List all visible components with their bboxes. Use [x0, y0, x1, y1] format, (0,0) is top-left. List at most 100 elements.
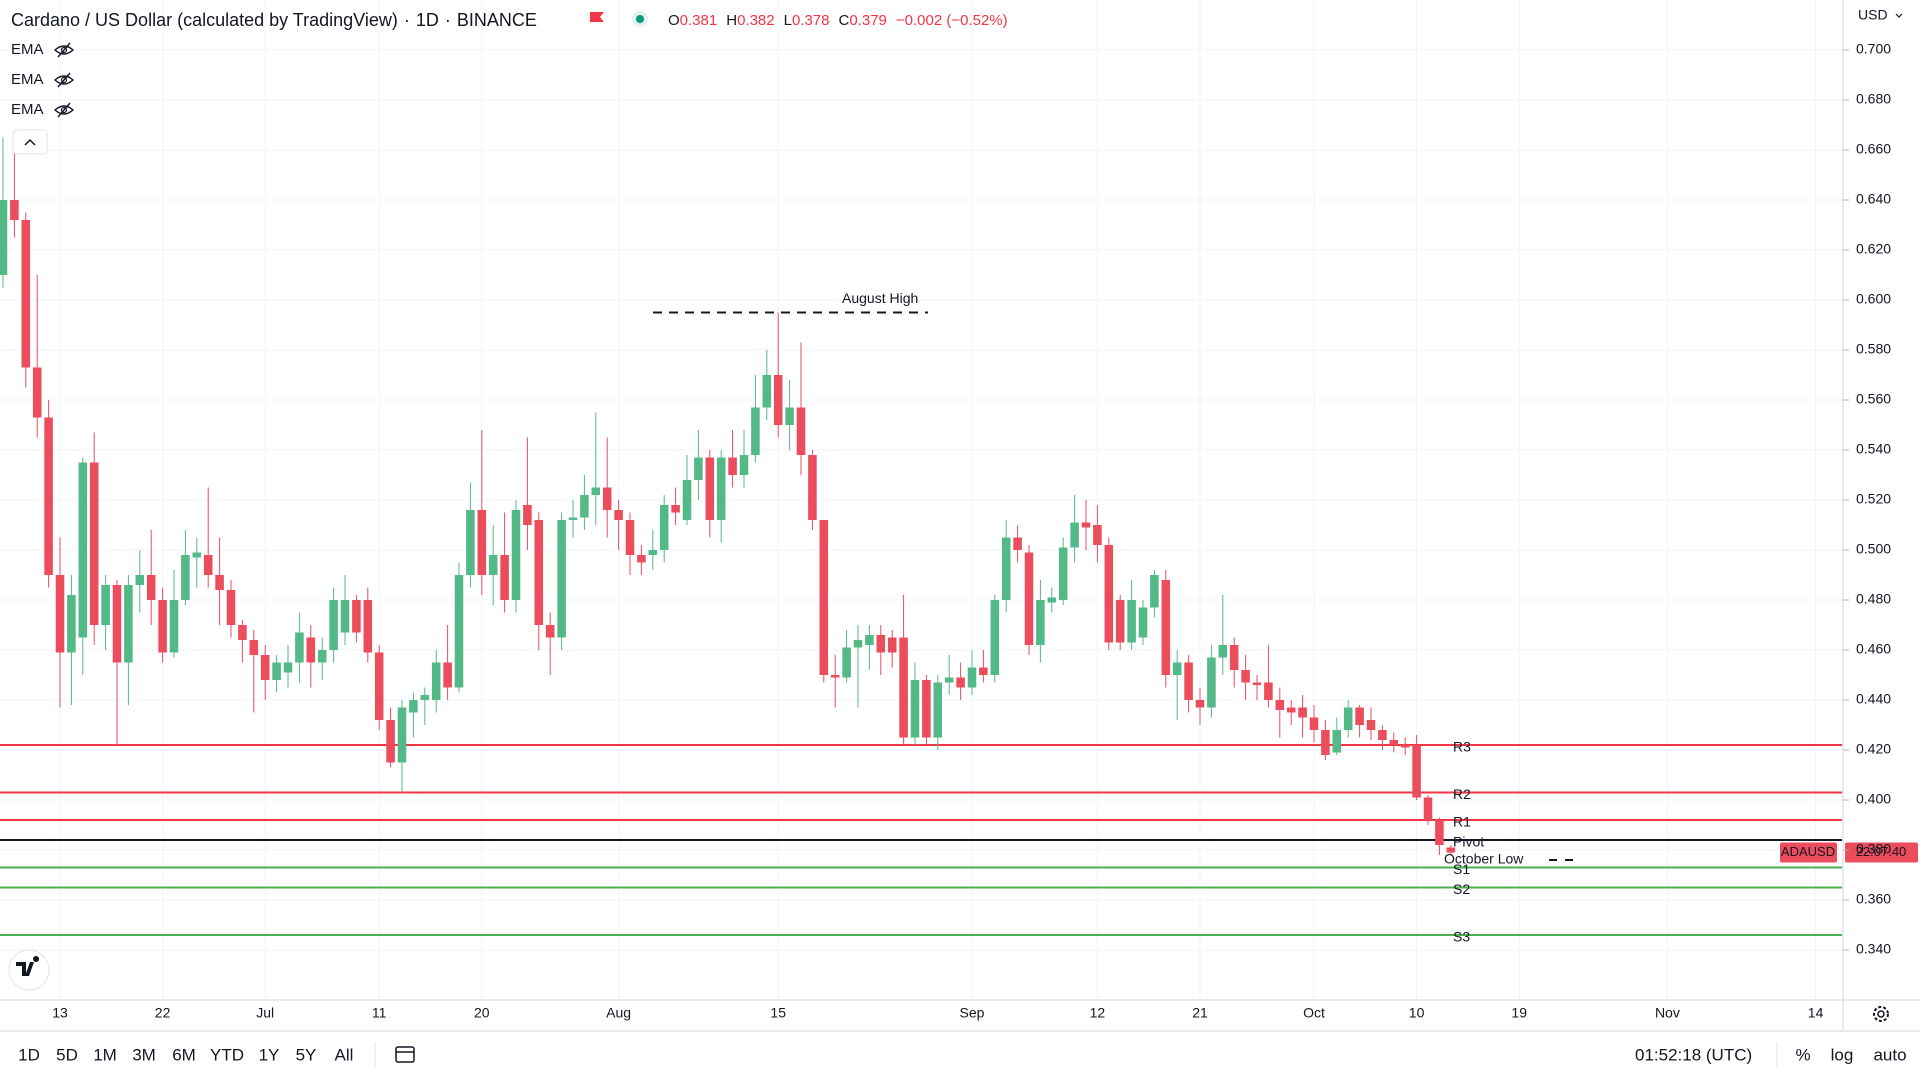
candle-body [796, 407, 806, 455]
flag-icon[interactable] [590, 12, 604, 22]
candle-body [352, 600, 361, 633]
candle-body [979, 667, 988, 675]
candle-body [1104, 545, 1114, 643]
level-label: S3 [1453, 929, 1470, 945]
candle-body [500, 555, 509, 600]
candle-body [1081, 522, 1091, 528]
candle-body [887, 637, 897, 653]
hide-icon[interactable] [53, 102, 75, 118]
indicator-name[interactable]: EMA [11, 41, 44, 58]
pivot-levels: R3 R2 R1 Pivot S1 S2 S3 [0, 739, 1842, 945]
candle-body [876, 635, 886, 653]
range-button[interactable]: 5D [56, 1045, 78, 1064]
range-button[interactable]: 6M [172, 1045, 196, 1064]
level-label: R2 [1453, 786, 1471, 802]
candle-body [1446, 847, 1456, 853]
candle-body [830, 675, 840, 678]
indicator-name[interactable]: EMA [11, 71, 44, 88]
gear-outer [1873, 1006, 1889, 1022]
y-tick-label: 0.660 [1856, 141, 1891, 157]
candle-body [135, 575, 145, 585]
candle-body [956, 677, 965, 688]
ohlc-value: 0.381 [680, 12, 718, 29]
candle-body [808, 455, 817, 520]
candle-body [431, 662, 441, 700]
candle-body [0, 200, 8, 275]
candle-body [420, 695, 430, 700]
symbol-tag [1780, 842, 1837, 863]
level-label: S1 [1453, 861, 1470, 877]
candle-body [819, 520, 829, 675]
candle-body [523, 505, 532, 525]
candle-body [44, 417, 53, 575]
scale-option[interactable]: auto [1873, 1045, 1906, 1064]
date-range-icon[interactable] [395, 1046, 415, 1063]
candle-body [853, 640, 863, 648]
indicator-name[interactable]: EMA [11, 101, 44, 118]
candle-body [1286, 707, 1296, 713]
candle-body [329, 600, 338, 650]
candle-body [659, 505, 669, 550]
x-tick-label: Sep [960, 1005, 985, 1021]
range-button[interactable]: 1M [93, 1045, 117, 1064]
scale-option[interactable]: % [1795, 1045, 1810, 1064]
candle-body [1024, 552, 1034, 645]
scale-option[interactable]: log [1831, 1045, 1854, 1064]
hide-icon[interactable] [53, 42, 75, 58]
candle-body [1001, 537, 1011, 600]
ohlc-key: L [784, 12, 792, 29]
candle-body [1047, 597, 1057, 603]
candle-body [842, 647, 851, 678]
ohlc-key: C [839, 12, 850, 29]
ohlc-legend: O0.381 H0.382 L0.378 C0.379 −0.002 (−0.52%) [668, 12, 1008, 29]
candle-body [181, 555, 190, 600]
candle-body [101, 585, 110, 625]
ohlc-value: 0.379 [849, 12, 887, 29]
x-tick-label: Nov [1655, 1005, 1680, 1021]
status-dot [636, 15, 644, 23]
candle-body [557, 520, 566, 638]
y-tick-label: 0.700 [1856, 41, 1891, 57]
x-tick-label: Aug [606, 1005, 631, 1021]
range-button[interactable]: YTD [210, 1045, 244, 1064]
candle-body [89, 462, 99, 625]
candle-body [1366, 720, 1376, 730]
x-tick-label: Jul [256, 1005, 274, 1021]
candle-body [466, 510, 475, 575]
currency-label[interactable]: USD [1858, 7, 1888, 23]
range-button[interactable]: 5Y [296, 1045, 317, 1064]
range-button[interactable]: All [335, 1045, 354, 1064]
candle-body [1423, 797, 1433, 820]
candle-body [215, 575, 224, 590]
candle-body [694, 457, 703, 480]
candle-body [967, 667, 977, 688]
range-button[interactable]: 1Y [259, 1045, 280, 1064]
x-tick-label: 19 [1511, 1005, 1527, 1021]
y-tick-label: 0.460 [1856, 641, 1891, 657]
candle-body [1013, 537, 1022, 550]
candle-body [1309, 717, 1319, 730]
candle-body [1378, 730, 1387, 740]
range-button[interactable]: 1D [18, 1045, 40, 1064]
candle-body [580, 495, 589, 518]
candle-body [1321, 730, 1330, 755]
range-button[interactable]: 3M [132, 1045, 156, 1064]
x-tick-label: 20 [474, 1005, 490, 1021]
hide-icon[interactable] [53, 72, 75, 88]
candle-body [112, 585, 122, 663]
candle-body [283, 662, 293, 673]
candle-body [1195, 700, 1205, 708]
candle-body [1400, 745, 1410, 748]
candle-body [1343, 707, 1353, 730]
settings-icon[interactable] [1873, 1006, 1889, 1022]
candle-body [192, 552, 202, 558]
clock[interactable]: 01:52:18 (UTC) [1635, 1045, 1752, 1064]
candle-body [1332, 730, 1342, 753]
collapse-button[interactable] [12, 129, 48, 155]
y-tick-label: 0.640 [1856, 191, 1891, 207]
y-tick-label: 0.360 [1856, 891, 1891, 907]
y-tick-label: 0.420 [1856, 741, 1891, 757]
candle-body [785, 407, 794, 425]
candle-body [340, 600, 350, 633]
